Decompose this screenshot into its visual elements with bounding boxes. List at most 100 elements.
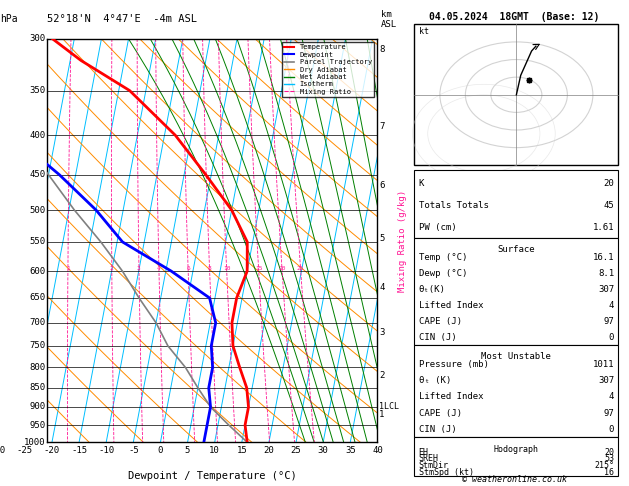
Text: Most Unstable: Most Unstable: [481, 352, 551, 362]
Text: Dewp (°C): Dewp (°C): [419, 269, 467, 278]
Text: 45: 45: [603, 201, 614, 210]
Text: 7: 7: [379, 122, 384, 131]
Text: -20: -20: [44, 446, 60, 455]
Text: 97: 97: [603, 316, 614, 326]
Text: 350: 350: [30, 86, 45, 95]
Text: 52°18'N  4°47'E  -4m ASL: 52°18'N 4°47'E -4m ASL: [47, 15, 197, 24]
Text: 5: 5: [379, 234, 384, 243]
Text: 97: 97: [603, 409, 614, 417]
Text: 20: 20: [279, 266, 286, 271]
Text: 400: 400: [30, 131, 45, 140]
Text: 307: 307: [598, 285, 614, 294]
Text: CAPE (J): CAPE (J): [419, 409, 462, 417]
Text: 4: 4: [609, 301, 614, 310]
Text: 2: 2: [379, 371, 384, 380]
Text: 0: 0: [158, 446, 163, 455]
Text: K: K: [419, 179, 424, 188]
Legend: Temperature, Dewpoint, Parcel Trajectory, Dry Adiabat, Wet Adiabat, Isotherm, Mi: Temperature, Dewpoint, Parcel Trajectory…: [282, 42, 374, 97]
Text: 5: 5: [185, 446, 190, 455]
Text: 1000: 1000: [24, 438, 45, 447]
Text: Totals Totals: Totals Totals: [419, 201, 489, 210]
Text: 0: 0: [609, 332, 614, 342]
Text: 10: 10: [209, 446, 220, 455]
Text: kt: kt: [419, 27, 429, 36]
Text: 16.1: 16.1: [593, 253, 614, 262]
Text: Mixing Ratio (g/kg): Mixing Ratio (g/kg): [398, 190, 407, 292]
Text: 8: 8: [379, 45, 384, 54]
Bar: [415, 437, 618, 476]
Text: km
ASL: km ASL: [381, 10, 397, 29]
Text: 215°: 215°: [594, 461, 614, 470]
Text: -15: -15: [71, 446, 87, 455]
Text: Lifted Index: Lifted Index: [419, 301, 483, 310]
Text: -30: -30: [0, 446, 6, 455]
Text: 900: 900: [30, 402, 45, 412]
Text: 1: 1: [379, 410, 384, 419]
Bar: [415, 345, 618, 437]
Text: 750: 750: [30, 341, 45, 350]
Text: 500: 500: [30, 206, 45, 214]
Text: 6: 6: [186, 266, 190, 271]
Text: Lifted Index: Lifted Index: [419, 392, 483, 401]
Text: Hodograph: Hodograph: [494, 445, 539, 454]
Text: θₜ (K): θₜ (K): [419, 376, 451, 385]
Text: hPa: hPa: [1, 15, 18, 24]
Text: 650: 650: [30, 294, 45, 302]
Text: 10: 10: [223, 266, 230, 271]
Text: 16: 16: [604, 469, 614, 477]
Text: 3: 3: [137, 266, 141, 271]
Text: 8.1: 8.1: [598, 269, 614, 278]
Text: CIN (J): CIN (J): [419, 332, 457, 342]
Text: 2: 2: [110, 266, 114, 271]
Text: CIN (J): CIN (J): [419, 425, 457, 434]
Text: Dewpoint / Temperature (°C): Dewpoint / Temperature (°C): [128, 471, 297, 481]
Text: 3: 3: [379, 328, 384, 337]
Text: 1: 1: [66, 266, 70, 271]
Text: 950: 950: [30, 420, 45, 430]
Bar: [415, 24, 618, 165]
Text: 4: 4: [379, 283, 384, 292]
Text: θₜ(K): θₜ(K): [419, 285, 445, 294]
Text: CAPE (J): CAPE (J): [419, 316, 462, 326]
Text: 15: 15: [255, 266, 262, 271]
Bar: [415, 170, 618, 238]
Text: Temp (°C): Temp (°C): [419, 253, 467, 262]
Text: StmSpd (kt): StmSpd (kt): [419, 469, 474, 477]
Text: 6: 6: [379, 181, 384, 190]
Text: 53: 53: [604, 454, 614, 464]
Text: 40: 40: [372, 446, 383, 455]
Text: -10: -10: [98, 446, 114, 455]
Text: 800: 800: [30, 363, 45, 372]
Text: 20: 20: [264, 446, 274, 455]
Text: Pressure (mb): Pressure (mb): [419, 360, 489, 369]
Text: 450: 450: [30, 170, 45, 179]
Text: 20: 20: [603, 179, 614, 188]
Text: 600: 600: [30, 267, 45, 276]
Text: 1011: 1011: [593, 360, 614, 369]
Text: 550: 550: [30, 238, 45, 246]
Text: 1.61: 1.61: [593, 223, 614, 232]
Text: 307: 307: [598, 376, 614, 385]
Text: 8: 8: [208, 266, 211, 271]
Text: PW (cm): PW (cm): [419, 223, 457, 232]
Text: SREH: SREH: [419, 454, 438, 464]
Text: Surface: Surface: [498, 245, 535, 255]
Text: 1LCL: 1LCL: [379, 402, 399, 412]
Text: 0: 0: [609, 425, 614, 434]
Text: 20: 20: [604, 448, 614, 456]
Text: -25: -25: [17, 446, 33, 455]
Bar: [415, 238, 618, 345]
Text: 4: 4: [609, 392, 614, 401]
Text: © weatheronline.co.uk: © weatheronline.co.uk: [462, 474, 567, 484]
Text: 25: 25: [291, 446, 301, 455]
Text: -5: -5: [128, 446, 139, 455]
Text: 35: 35: [345, 446, 355, 455]
Text: 4: 4: [157, 266, 161, 271]
Text: 300: 300: [30, 35, 45, 43]
Text: 04.05.2024  18GMT  (Base: 12): 04.05.2024 18GMT (Base: 12): [429, 12, 599, 22]
Text: EH: EH: [419, 448, 429, 456]
Text: 25: 25: [297, 266, 304, 271]
Text: 850: 850: [30, 383, 45, 392]
Text: 700: 700: [30, 318, 45, 327]
Text: 15: 15: [237, 446, 247, 455]
